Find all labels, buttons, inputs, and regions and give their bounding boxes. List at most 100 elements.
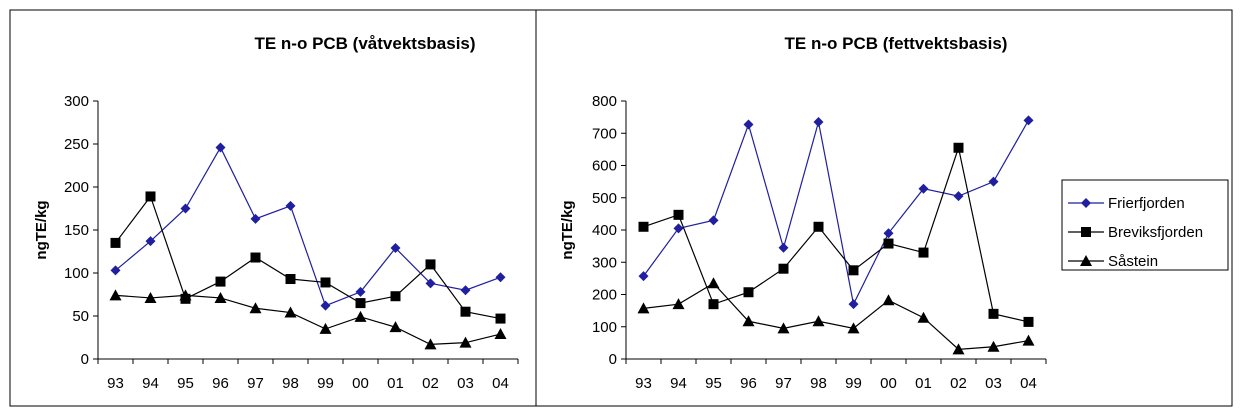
x-tick-label: 00 [352,375,369,392]
x-tick-label: 04 [1020,375,1037,392]
data-point-s-stein [424,338,437,350]
y-tick-label: 100 [592,319,617,336]
data-point-breviksfjorden [883,238,894,249]
legend-box [1061,179,1229,271]
data-point-breviksfjorden [110,237,121,248]
data-point-frierfjorden [250,213,261,224]
data-point-frierfjorden [355,286,366,297]
data-point-s-stein [987,340,1000,352]
data-point-breviksfjorden [953,142,964,153]
x-tick-label: 98 [810,375,827,392]
data-point-breviksfjorden [145,191,156,202]
data-point-s-stein [742,315,755,327]
data-point-s-stein [882,294,895,306]
data-point-breviksfjorden [708,299,719,310]
data-point-frierfjorden [813,116,824,127]
y-tick-label: 300 [592,254,617,271]
y-tick-label: 200 [64,179,89,196]
y-tick-label: 0 [81,351,89,368]
series-line-frierfjorden [115,146,501,307]
left-panel-frame [9,9,537,407]
right-panel-frame [535,9,1233,407]
data-point-breviksfjorden [460,306,471,317]
legend-label: Såstein [1108,253,1158,270]
x-tick-label: 96 [740,375,757,392]
data-point-frierfjorden [180,203,191,214]
x-tick-label: 93 [107,375,124,392]
data-point-s-stein [847,322,860,334]
x-tick-label: 98 [282,375,299,392]
data-point-frierfjorden [320,300,331,311]
x-tick-label: 99 [317,375,334,392]
data-point-s-stein [494,328,507,340]
data-point-frierfjorden [285,200,296,211]
series-line-breviksfjorden [643,145,1029,323]
data-point-frierfjorden [390,243,401,254]
x-tick-label: 00 [880,375,897,392]
data-point-breviksfjorden [495,313,506,324]
data-point-breviksfjorden [1023,316,1034,327]
legend-marker [1081,198,1091,208]
y-tick-label: 400 [592,222,617,239]
data-point-s-stein [284,306,297,318]
series-line-s-stein [115,294,501,345]
series-line-s-stein [643,282,1029,350]
data-point-s-stein [354,310,367,322]
data-point-s-stein [707,277,720,289]
data-point-frierfjorden [110,265,121,276]
data-point-frierfjorden [883,228,894,239]
data-point-breviksfjorden [988,308,999,319]
data-point-s-stein [672,298,685,310]
data-point-s-stein [777,322,790,334]
data-point-s-stein [319,322,332,334]
y-tick-label: 200 [592,287,617,304]
data-point-frierfjorden [673,223,684,234]
y-tick-label: 300 [64,93,89,110]
data-point-breviksfjorden [778,263,789,274]
data-point-breviksfjorden [425,259,436,270]
legend-label: Frierfjorden [1108,195,1185,212]
x-tick-label: 01 [915,375,932,392]
data-point-frierfjorden [460,285,471,296]
chart-left-ylabel: ngTE/kg [33,200,50,259]
y-tick-label: 0 [609,351,617,368]
data-point-s-stein [249,302,262,314]
y-tick-label: 150 [64,222,89,239]
x-tick-label: 02 [422,375,439,392]
x-tick-label: 02 [950,375,967,392]
data-point-breviksfjorden [918,247,929,258]
data-point-frierfjorden [988,176,999,187]
y-tick-label: 500 [592,190,617,207]
data-point-s-stein [952,343,965,355]
data-point-s-stein [109,289,122,301]
data-point-frierfjorden [708,215,719,226]
data-point-frierfjorden [638,271,649,282]
data-point-frierfjorden [743,119,754,130]
x-tick-label: 03 [985,375,1002,392]
x-tick-label: 01 [387,375,404,392]
data-point-breviksfjorden [848,265,859,276]
x-tick-label: 94 [670,375,687,392]
data-point-frierfjorden [495,272,506,283]
data-point-s-stein [214,291,227,303]
x-tick-label: 95 [705,375,722,392]
y-tick-label: 600 [592,158,617,175]
data-point-s-stein [179,289,192,301]
data-point-breviksfjorden [215,276,226,287]
data-point-frierfjorden [425,278,436,289]
data-point-breviksfjorden [250,252,261,263]
legend-marker [1080,255,1092,266]
x-tick-label: 97 [247,375,264,392]
series-line-frierfjorden [643,120,1030,307]
y-tick-label: 250 [64,136,89,153]
data-point-breviksfjorden [813,221,824,232]
x-tick-label: 94 [142,375,159,392]
data-point-frierfjorden [953,191,964,202]
data-point-s-stein [1022,334,1035,346]
y-tick-label: 700 [592,125,617,142]
data-point-breviksfjorden [638,221,649,232]
legend: Frierfjorden Breviksfjorden Såstein [1061,179,1229,271]
x-tick-label: 93 [635,375,652,392]
chart-left: TE n-o PCB (våtvektsbasis) ngTE/kg 0 50 10… [33,34,519,392]
